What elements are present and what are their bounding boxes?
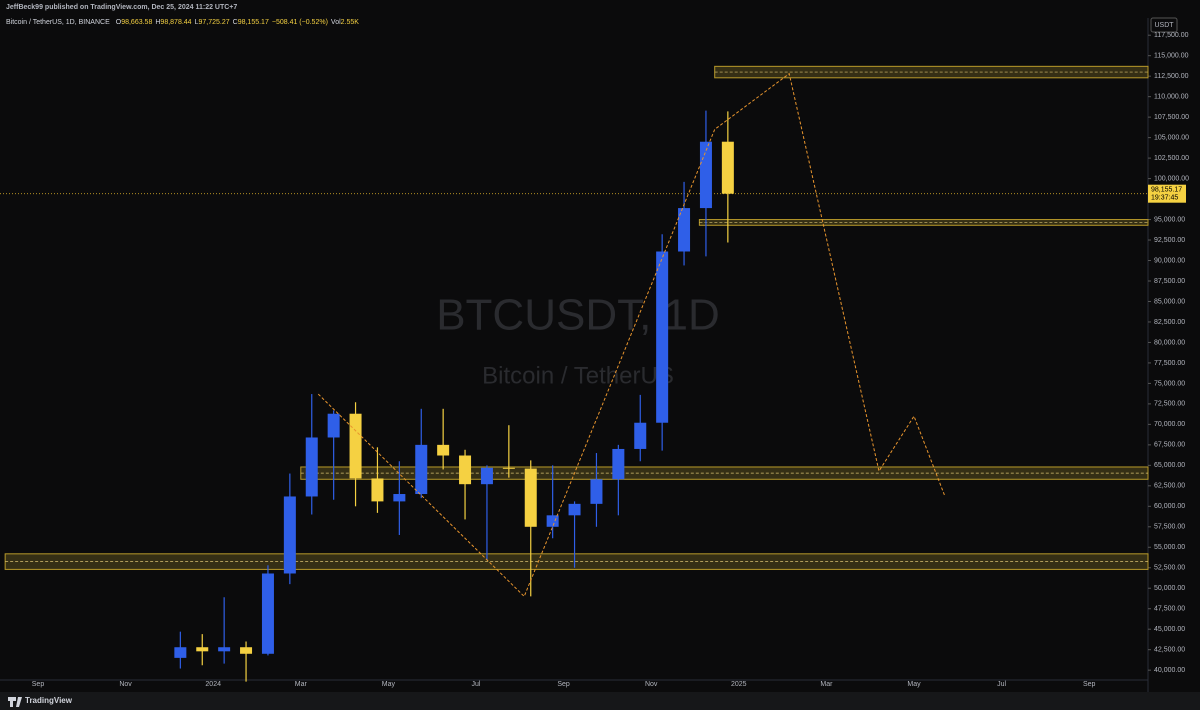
y-tick-label: 87,500.00 [1154, 278, 1185, 285]
ohlc-key: C [233, 19, 238, 26]
candle-body [305, 437, 318, 497]
candle-body [699, 141, 712, 209]
candle-body [502, 467, 515, 469]
candle-body [656, 251, 669, 423]
y-tick-label: 55,000.00 [1154, 544, 1185, 551]
ohlc-key: H [155, 19, 160, 26]
candle-body [218, 647, 231, 652]
x-tick-label: Jul [997, 681, 1006, 688]
candle-body [327, 413, 340, 438]
x-tick-label: May [382, 681, 396, 688]
last-price-label: 98,155.17 [1151, 187, 1182, 194]
y-tick-label: 67,500.00 [1154, 442, 1185, 449]
y-tick-label: 90,000.00 [1154, 257, 1185, 264]
y-tick-label: 65,000.00 [1154, 462, 1185, 469]
y-tick-label: 100,000.00 [1154, 175, 1189, 182]
x-tick-label: Nov [119, 681, 132, 688]
y-tick-label: 117,500.00 [1154, 32, 1189, 39]
y-tick-label: 57,500.00 [1154, 524, 1185, 531]
ohlc-value: −508.41 (−0.52%) [272, 19, 328, 26]
y-tick-label: 92,500.00 [1154, 237, 1185, 244]
last-price-box [1148, 184, 1186, 203]
candle-body [393, 494, 406, 502]
candle-body [678, 208, 691, 252]
candle-body [546, 515, 559, 527]
candle-body [261, 573, 274, 654]
y-tick-label: 60,000.00 [1154, 503, 1185, 510]
candle-body [283, 496, 296, 574]
candle-body [590, 479, 603, 504]
candle-body [721, 141, 734, 194]
y-tick-label: 75,000.00 [1154, 380, 1185, 387]
x-tick-label: Nov [645, 681, 658, 688]
projection-path [317, 72, 946, 598]
y-tick-label: 110,000.00 [1154, 93, 1189, 100]
ohlc-value: 98,663.58 [121, 19, 152, 26]
y-tick-label: 85,000.00 [1154, 298, 1185, 305]
candle-body [349, 413, 362, 479]
publisher: JeffBeck99 published on TradingView.com,… [6, 4, 237, 11]
x-tick-label: Jul [472, 681, 481, 688]
candle-body [459, 455, 472, 485]
y-tick-label: 40,000.00 [1154, 667, 1185, 674]
candle-body [371, 478, 384, 502]
candle-body [415, 444, 428, 495]
currency[interactable]: USDT [1154, 22, 1174, 29]
candle-body [480, 467, 493, 485]
y-tick-label: 50,000.00 [1154, 585, 1185, 592]
y-tick-label: 112,500.00 [1154, 73, 1189, 80]
y-tick-label: 80,000.00 [1154, 339, 1185, 346]
candle-body [634, 422, 647, 449]
x-tick-label: 2024 [205, 681, 221, 688]
y-tick-label: 70,000.00 [1154, 421, 1185, 428]
y-tick-label: 42,500.00 [1154, 647, 1185, 654]
y-tick-label: 52,500.00 [1154, 565, 1185, 572]
candle-body [612, 448, 625, 480]
y-tick-label: 77,500.00 [1154, 360, 1185, 367]
symbol: Bitcoin / TetherUS, 1D, BINANCE [6, 19, 110, 26]
y-tick-label: 95,000.00 [1154, 216, 1185, 223]
x-tick-label: Mar [820, 681, 833, 688]
x-tick-label: Sep [32, 681, 45, 688]
brand: TradingView [25, 696, 73, 705]
y-tick-label: 82,500.00 [1154, 319, 1185, 326]
x-tick-label: May [907, 681, 921, 688]
y-tick-label: 72,500.00 [1154, 401, 1185, 408]
y-tick-label: 115,000.00 [1154, 53, 1189, 60]
candle-body [240, 647, 253, 654]
y-tick-label: 47,500.00 [1154, 606, 1185, 613]
brand-logo [8, 697, 22, 707]
y-tick-label: 45,000.00 [1154, 626, 1185, 633]
candle-body [437, 444, 450, 456]
ohlc-key: O [116, 19, 122, 26]
x-tick-label: Sep [1083, 681, 1096, 688]
candle-body [174, 647, 187, 658]
x-tick-label: Mar [295, 681, 308, 688]
countdown: 19:37:45 [1151, 195, 1178, 202]
ohlc-value: 97,725.27 [198, 19, 229, 26]
watermark-sub: Bitcoin / TetherUS [482, 362, 674, 389]
ohlc-value: 98,878.44 [160, 19, 191, 26]
ohlc-value: 98,155.17 [238, 19, 269, 26]
candle-body [568, 503, 581, 516]
ohlc-key: Vol [331, 19, 341, 26]
candle-body [196, 647, 209, 652]
footer-bar [0, 692, 1200, 710]
x-tick-label: 2025 [731, 681, 747, 688]
currency-box[interactable] [1150, 17, 1178, 33]
y-tick-label: 62,500.00 [1154, 483, 1185, 490]
watermark: BTCUSDT, 1D [436, 291, 720, 340]
ohlc-key: L [195, 19, 199, 26]
y-tick-label: 102,500.00 [1154, 155, 1189, 162]
y-tick-label: 105,000.00 [1154, 134, 1189, 141]
y-tick-label: 107,500.00 [1154, 114, 1189, 121]
candle-body [524, 468, 537, 527]
x-tick-label: Sep [557, 681, 570, 688]
ohlc-value: 2.55K [341, 19, 360, 26]
